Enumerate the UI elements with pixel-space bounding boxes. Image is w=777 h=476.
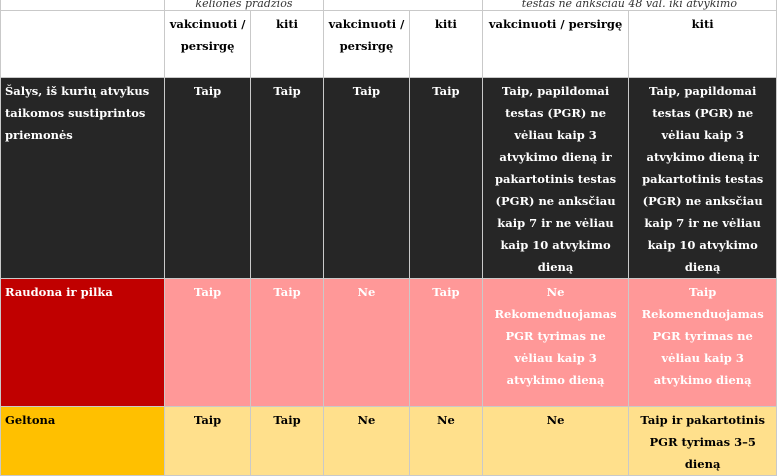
- table-cell: Ne: [408, 406, 483, 476]
- header-corner-sub: [0, 10, 166, 78]
- header-sub-cell: vakcinuoti / persirgę: [164, 10, 252, 78]
- header-sub-cell: vakcinuoti / persirgę: [322, 10, 410, 78]
- table-row: Geltona Taip Taip Ne Ne Ne Taip ir pakar…: [0, 406, 777, 476]
- row-label: Geltona: [0, 406, 166, 476]
- table-cell: Taip Rekomenduojamas PGR tyrimas ne vėli…: [628, 278, 777, 407]
- header-group-c: testas ne anksčiau 48 val. iki atvykimo: [481, 0, 777, 11]
- table-cell: Taip: [250, 278, 324, 407]
- header-corner: [0, 0, 166, 11]
- table-cell: Ne Rekomenduojamas PGR tyrimas ne vėliau…: [481, 278, 630, 407]
- header-sub-cell: kiti: [628, 10, 777, 78]
- table-cell: Taip, papildomai testas (PGR) ne vėliau …: [628, 77, 777, 279]
- table-cell: Taip: [250, 77, 324, 279]
- table-cell: Ne: [322, 278, 410, 407]
- table-cell: Taip: [322, 77, 410, 279]
- table-row: Šalys, iš kurių atvykus taikomos sustipr…: [0, 77, 777, 279]
- table-row: Raudona ir pilka Taip Taip Ne Taip Ne Re…: [0, 278, 777, 407]
- header-row-sub: vakcinuoti / persirgę kiti vakcinuoti / …: [0, 10, 777, 78]
- table-cell: Taip: [408, 77, 483, 279]
- header-row-top: keliones pradžios testas ne anksčiau 48 …: [0, 0, 777, 11]
- table-cell: Ne: [481, 406, 630, 476]
- header-sub-cell: kiti: [250, 10, 324, 78]
- header-sub-cell: vakcinuoti / persirgę: [481, 10, 630, 78]
- header-sub-cell: kiti: [408, 10, 483, 78]
- table-cell: Taip: [250, 406, 324, 476]
- header-group-a: keliones pradžios: [164, 0, 324, 11]
- row-label: Šalys, iš kurių atvykus taikomos sustipr…: [0, 77, 166, 279]
- row-label: Raudona ir pilka: [0, 278, 166, 407]
- table-cell: Taip: [164, 406, 252, 476]
- table-cell: Taip: [164, 278, 252, 407]
- table-cell: Taip: [408, 278, 483, 407]
- table-cell: Ne: [322, 406, 410, 476]
- header-group-b: [322, 0, 483, 11]
- table-cell: Taip: [164, 77, 252, 279]
- table-cell: Taip ir pakartotinis PGR tyrimas 3–5 die…: [628, 406, 777, 476]
- table-cell: Taip, papildomai testas (PGR) ne vėliau …: [481, 77, 630, 279]
